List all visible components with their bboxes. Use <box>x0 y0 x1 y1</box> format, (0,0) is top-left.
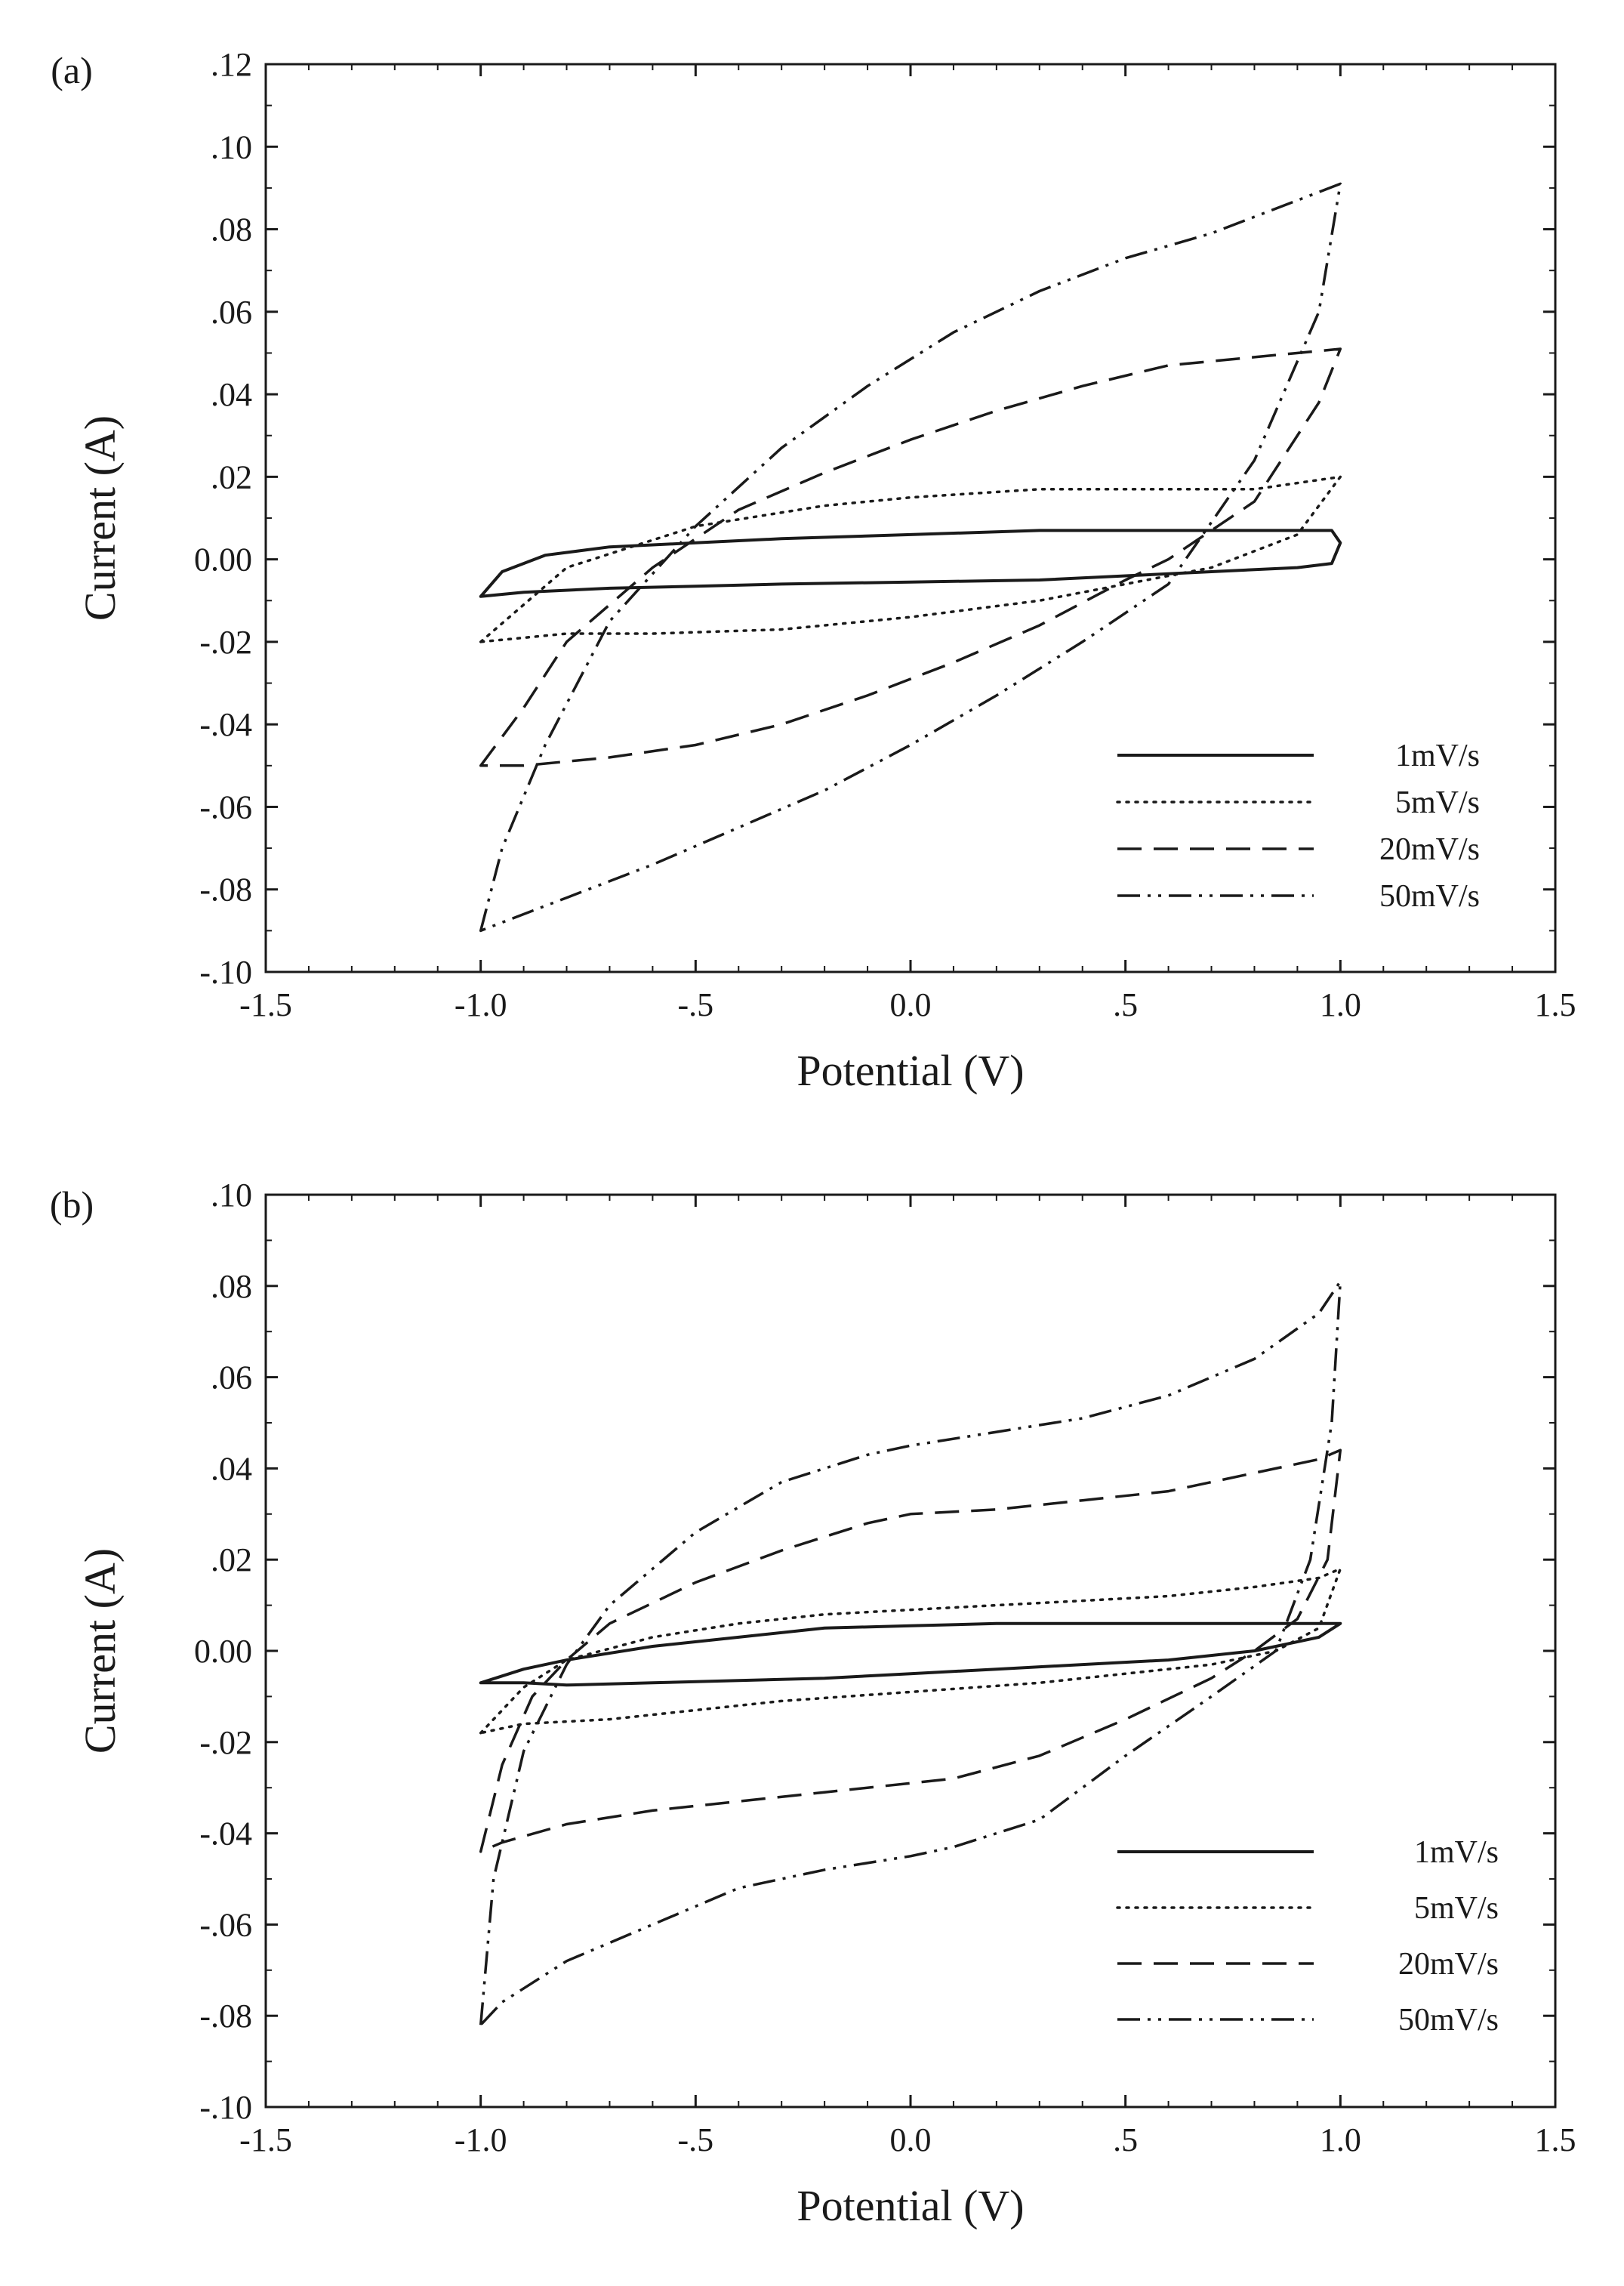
series-line-20mvs <box>479 1448 1342 1853</box>
y-tick-label: -.08 <box>199 872 252 909</box>
y-axis-label: Current (A) <box>75 415 125 621</box>
y-tick-label: -.04 <box>199 1816 252 1853</box>
legend-label: 5mV/s <box>1395 785 1480 820</box>
y-tick-label: .02 <box>211 1541 252 1578</box>
y-tick-label: -.02 <box>199 1724 252 1761</box>
y-tick-label: -.06 <box>199 788 252 825</box>
legend-label: 5mV/s <box>1414 1891 1499 1926</box>
y-tick-label: .10 <box>211 128 252 165</box>
legend-label: 1mV/s <box>1414 1835 1499 1870</box>
x-tick-label: -1.5 <box>239 986 292 1023</box>
y-tick-label: -.10 <box>199 954 252 991</box>
y-tick-label: .08 <box>211 1268 252 1305</box>
x-axis-label: Potential (V) <box>797 2181 1024 2230</box>
series-line-20mvs <box>479 347 1342 767</box>
series-line-50mvs <box>479 182 1342 933</box>
series-line-5mvs <box>479 475 1342 643</box>
y-tick-label: -.10 <box>199 2089 252 2126</box>
x-tick-label: 1.5 <box>1535 2121 1576 2158</box>
y-tick-label: -.04 <box>199 706 252 743</box>
y-tick-label: .08 <box>211 211 252 248</box>
x-tick-label: -.5 <box>678 2121 714 2158</box>
y-tick-label: -.06 <box>199 1906 252 1943</box>
panel-label: (b) <box>50 1183 94 1226</box>
y-axis-label: Current (A) <box>75 1548 125 1754</box>
x-tick-label: .5 <box>1113 986 1138 1023</box>
x-tick-label: -1.0 <box>455 986 507 1023</box>
legend-label: 20mV/s <box>1379 832 1480 867</box>
legend-label: 1mV/s <box>1395 739 1480 773</box>
y-tick-label: -.08 <box>199 1998 252 2035</box>
panel-label: (a) <box>51 49 93 91</box>
x-tick-label: -1.5 <box>239 2121 292 2158</box>
x-tick-label: 0.0 <box>890 2121 932 2158</box>
legend-label: 20mV/s <box>1398 1947 1499 1982</box>
x-tick-label: 0.0 <box>890 986 932 1023</box>
x-axis-label: Potential (V) <box>797 1046 1024 1095</box>
y-tick-label: .04 <box>211 376 252 413</box>
series-line-5mvs <box>479 1567 1342 1735</box>
legend-label: 50mV/s <box>1379 879 1480 914</box>
x-tick-label: -.5 <box>678 986 714 1023</box>
y-tick-label: 0.00 <box>194 541 252 578</box>
y-tick-label: .02 <box>211 458 252 495</box>
y-tick-label: -.02 <box>199 624 252 661</box>
plot-frame-2 <box>264 1193 1557 2109</box>
y-tick-label: .06 <box>211 294 252 331</box>
x-tick-label: .5 <box>1113 2121 1138 2158</box>
y-tick-label: .04 <box>211 1450 252 1487</box>
plot-frame-1 <box>264 63 1557 973</box>
x-tick-label: 1.0 <box>1320 986 1361 1023</box>
x-tick-label: -1.0 <box>455 2121 507 2158</box>
x-tick-label: 1.0 <box>1320 2121 1361 2158</box>
series-line-50mvs <box>479 1280 1342 2027</box>
y-tick-label: .12 <box>211 46 252 83</box>
y-tick-label: .06 <box>211 1359 252 1396</box>
series-line-1mvs <box>479 1621 1342 1687</box>
y-tick-label: .10 <box>211 1177 252 1214</box>
legend-label: 50mV/s <box>1398 2003 1499 2038</box>
x-tick-label: 1.5 <box>1535 986 1576 1023</box>
series-line-1mvs <box>479 529 1342 598</box>
y-tick-label: 0.00 <box>194 1633 252 1670</box>
